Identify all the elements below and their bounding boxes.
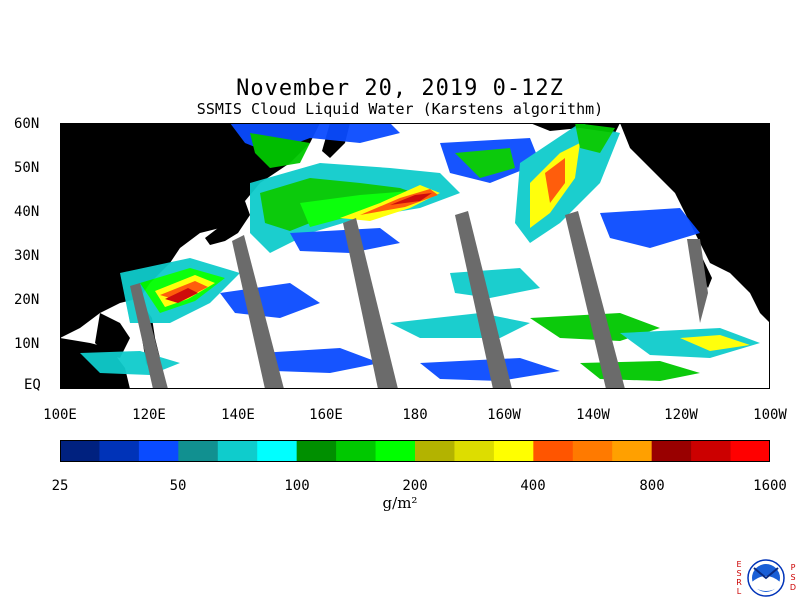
colorbar-swatch xyxy=(454,440,495,462)
indochina-land xyxy=(95,313,130,358)
colorbar-swatch xyxy=(217,440,258,462)
lon-label-100e: 100E xyxy=(43,407,77,423)
lon-label-160w: 160W xyxy=(487,407,521,423)
cloud-water-map xyxy=(60,123,770,389)
colorbar-swatch xyxy=(572,440,613,462)
colorbar-border xyxy=(60,440,770,462)
lat-label-30n: 30N xyxy=(14,248,40,264)
lon-label-120w: 120W xyxy=(664,407,698,423)
colorbar-swatch xyxy=(415,440,455,462)
colorbar-label-200: 200 xyxy=(402,478,428,494)
colorbar-swatch xyxy=(60,440,100,462)
logo-letter-l: L xyxy=(737,587,742,596)
lat-label-20n: 20N xyxy=(14,292,40,308)
noaa-logo: E S R L P S D xyxy=(736,559,796,597)
colorbar-label-400: 400 xyxy=(520,478,546,494)
logo-letter-d: D xyxy=(790,583,796,592)
missing-swaths xyxy=(130,211,708,389)
colorbar-swatch xyxy=(612,440,653,462)
lat-label-10n: 10N xyxy=(14,336,40,352)
lat-label-eq: EQ xyxy=(24,377,41,393)
japan-land xyxy=(205,201,250,245)
colorbar-label-800: 800 xyxy=(639,478,665,494)
colorbar-swatch xyxy=(336,440,377,462)
colorbar-units: g/m² xyxy=(382,494,418,512)
colorbar-swatch xyxy=(138,440,179,462)
colorbar-label-100: 100 xyxy=(284,478,310,494)
lat-label-50n: 50N xyxy=(14,160,40,176)
colorbar-swatch xyxy=(691,440,732,462)
colorbar-swatch xyxy=(99,440,140,462)
colorbar-label-1600: 1600 xyxy=(753,478,787,494)
colorbar-swatch xyxy=(493,440,534,462)
lat-label-40n: 40N xyxy=(14,204,40,220)
colorbar-swatch xyxy=(375,440,416,462)
lat-label-60n: 60N xyxy=(14,116,40,132)
colorbar-swatch xyxy=(178,440,219,462)
colorbar-label-50: 50 xyxy=(169,478,187,494)
map-title: November 20, 2019 0-12Z xyxy=(236,76,564,101)
colorbar-swatch xyxy=(257,440,298,462)
logo-letter-s2: S xyxy=(790,573,795,582)
lon-label-180: 180 xyxy=(402,407,428,423)
colorbar-swatch xyxy=(296,440,337,462)
logo-letter-p: P xyxy=(791,563,796,572)
colorbar-swatch xyxy=(651,440,692,462)
colorbar xyxy=(60,440,770,462)
logo-letter-r: R xyxy=(736,578,742,587)
colorbar-swatch xyxy=(730,440,770,462)
logo-letter-e: E xyxy=(736,560,741,569)
logo-letter-s: S xyxy=(736,569,741,578)
lon-label-140e: 140E xyxy=(221,407,255,423)
north-america-land xyxy=(620,123,770,323)
lon-label-160e: 160E xyxy=(309,407,343,423)
lon-label-120e: 120E xyxy=(132,407,166,423)
map-subtitle: SSMIS Cloud Liquid Water (Karstens algor… xyxy=(196,100,604,118)
colorbar-label-25: 25 xyxy=(51,478,69,494)
colorbar-swatch xyxy=(533,440,574,462)
lon-label-100w: 100W xyxy=(753,407,787,423)
lon-label-140w: 140W xyxy=(576,407,610,423)
